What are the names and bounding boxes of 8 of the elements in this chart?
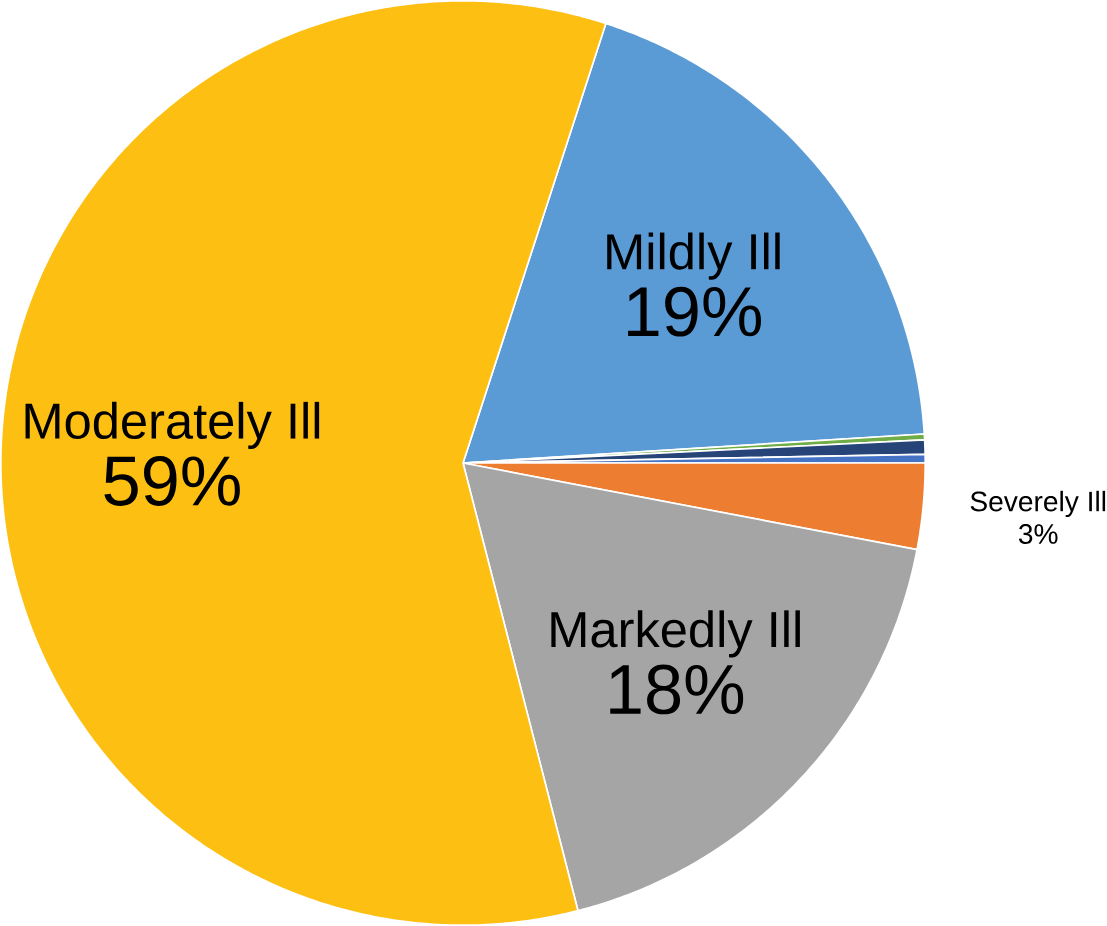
slice-label: Moderately Ill <box>25 401 320 450</box>
data-label: 59% <box>104 456 240 506</box>
data-label: 18% <box>610 664 744 715</box>
slice-label: Markedly Ill <box>551 610 800 658</box>
data-label: 3% <box>1018 524 1058 544</box>
data-label: 19% <box>628 286 761 337</box>
slice-label: Severely Ill <box>970 490 1106 518</box>
slice-label: Mildly Ill <box>607 232 780 280</box>
